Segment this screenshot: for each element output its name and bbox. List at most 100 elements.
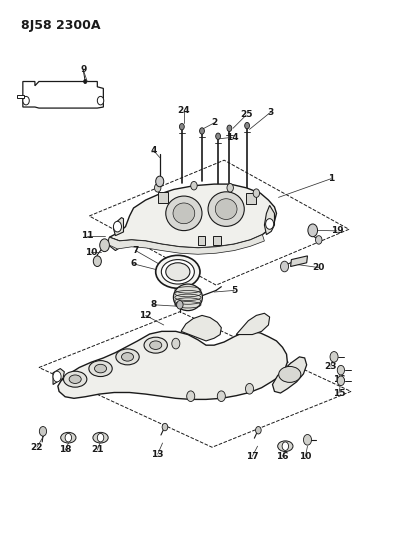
- Circle shape: [97, 433, 104, 442]
- Bar: [198, 236, 205, 245]
- Text: 12: 12: [139, 311, 152, 320]
- Circle shape: [246, 383, 254, 394]
- Text: 13: 13: [152, 450, 164, 459]
- Ellipse shape: [149, 341, 162, 350]
- Text: 16: 16: [276, 452, 289, 461]
- Ellipse shape: [279, 367, 301, 382]
- Text: 21: 21: [91, 446, 103, 455]
- Circle shape: [253, 189, 260, 197]
- Text: 1: 1: [328, 174, 334, 183]
- Circle shape: [330, 352, 338, 362]
- Polygon shape: [58, 332, 287, 399]
- Ellipse shape: [166, 196, 202, 231]
- Polygon shape: [181, 316, 221, 341]
- Ellipse shape: [144, 337, 167, 353]
- Circle shape: [227, 183, 234, 192]
- Bar: [29, 89, 41, 103]
- Ellipse shape: [173, 284, 202, 311]
- Polygon shape: [272, 357, 307, 393]
- Ellipse shape: [122, 353, 134, 361]
- Text: 11: 11: [81, 231, 93, 240]
- Polygon shape: [23, 82, 103, 108]
- Ellipse shape: [89, 361, 112, 376]
- Circle shape: [93, 256, 101, 266]
- Text: 24: 24: [178, 106, 190, 115]
- Polygon shape: [236, 313, 269, 335]
- Ellipse shape: [95, 365, 107, 373]
- Circle shape: [191, 181, 197, 190]
- Circle shape: [84, 79, 87, 84]
- Ellipse shape: [173, 203, 195, 224]
- Text: 8: 8: [151, 300, 157, 309]
- Bar: [246, 193, 257, 204]
- Circle shape: [265, 219, 274, 229]
- Bar: [213, 236, 221, 245]
- Ellipse shape: [156, 255, 200, 288]
- Bar: [44, 89, 55, 103]
- Circle shape: [282, 442, 288, 450]
- Text: 14: 14: [226, 133, 238, 142]
- Text: 20: 20: [313, 263, 325, 272]
- Text: 17: 17: [246, 452, 259, 461]
- Polygon shape: [114, 217, 124, 236]
- Polygon shape: [107, 235, 264, 254]
- Circle shape: [280, 261, 288, 272]
- Circle shape: [177, 301, 183, 309]
- Circle shape: [162, 423, 168, 431]
- Circle shape: [65, 433, 72, 442]
- Text: 25: 25: [240, 110, 252, 119]
- Circle shape: [187, 391, 195, 401]
- Circle shape: [156, 176, 164, 187]
- Circle shape: [23, 96, 29, 105]
- Circle shape: [337, 366, 345, 375]
- Text: 6: 6: [130, 260, 137, 268]
- Text: 5: 5: [231, 286, 237, 295]
- Circle shape: [200, 128, 204, 134]
- Text: 18: 18: [59, 446, 72, 455]
- Circle shape: [179, 124, 184, 130]
- Ellipse shape: [61, 432, 76, 443]
- Circle shape: [316, 236, 322, 244]
- Circle shape: [114, 221, 122, 232]
- Text: 23: 23: [324, 362, 337, 371]
- Ellipse shape: [93, 432, 108, 443]
- Polygon shape: [53, 368, 64, 384]
- Circle shape: [245, 123, 250, 129]
- Text: 10: 10: [85, 248, 97, 257]
- Polygon shape: [290, 256, 307, 266]
- Text: 10: 10: [299, 452, 311, 461]
- Text: 7: 7: [133, 246, 139, 255]
- Circle shape: [337, 376, 345, 385]
- Text: 4: 4: [151, 146, 157, 155]
- Circle shape: [97, 96, 104, 105]
- Circle shape: [100, 239, 109, 252]
- Circle shape: [256, 426, 261, 434]
- Text: 2: 2: [211, 118, 217, 127]
- Text: 8J58 2300A: 8J58 2300A: [21, 19, 100, 33]
- Polygon shape: [17, 95, 24, 98]
- Text: 15: 15: [332, 389, 345, 398]
- Ellipse shape: [63, 371, 87, 387]
- Circle shape: [154, 183, 161, 192]
- Circle shape: [172, 338, 180, 349]
- Circle shape: [216, 133, 221, 140]
- Ellipse shape: [69, 375, 81, 383]
- Circle shape: [303, 434, 311, 445]
- Text: 22: 22: [31, 443, 43, 452]
- Ellipse shape: [215, 199, 237, 220]
- Circle shape: [217, 391, 225, 401]
- Polygon shape: [264, 205, 274, 235]
- Ellipse shape: [278, 441, 293, 451]
- Text: 19: 19: [330, 227, 343, 236]
- Circle shape: [53, 371, 61, 382]
- Ellipse shape: [208, 192, 244, 227]
- Ellipse shape: [116, 349, 139, 365]
- Ellipse shape: [166, 263, 190, 281]
- Ellipse shape: [161, 260, 194, 284]
- Circle shape: [308, 224, 318, 237]
- Bar: [158, 192, 168, 203]
- Bar: [76, 89, 87, 103]
- Text: 16: 16: [332, 375, 345, 384]
- Polygon shape: [107, 237, 120, 251]
- Text: 3: 3: [267, 108, 274, 117]
